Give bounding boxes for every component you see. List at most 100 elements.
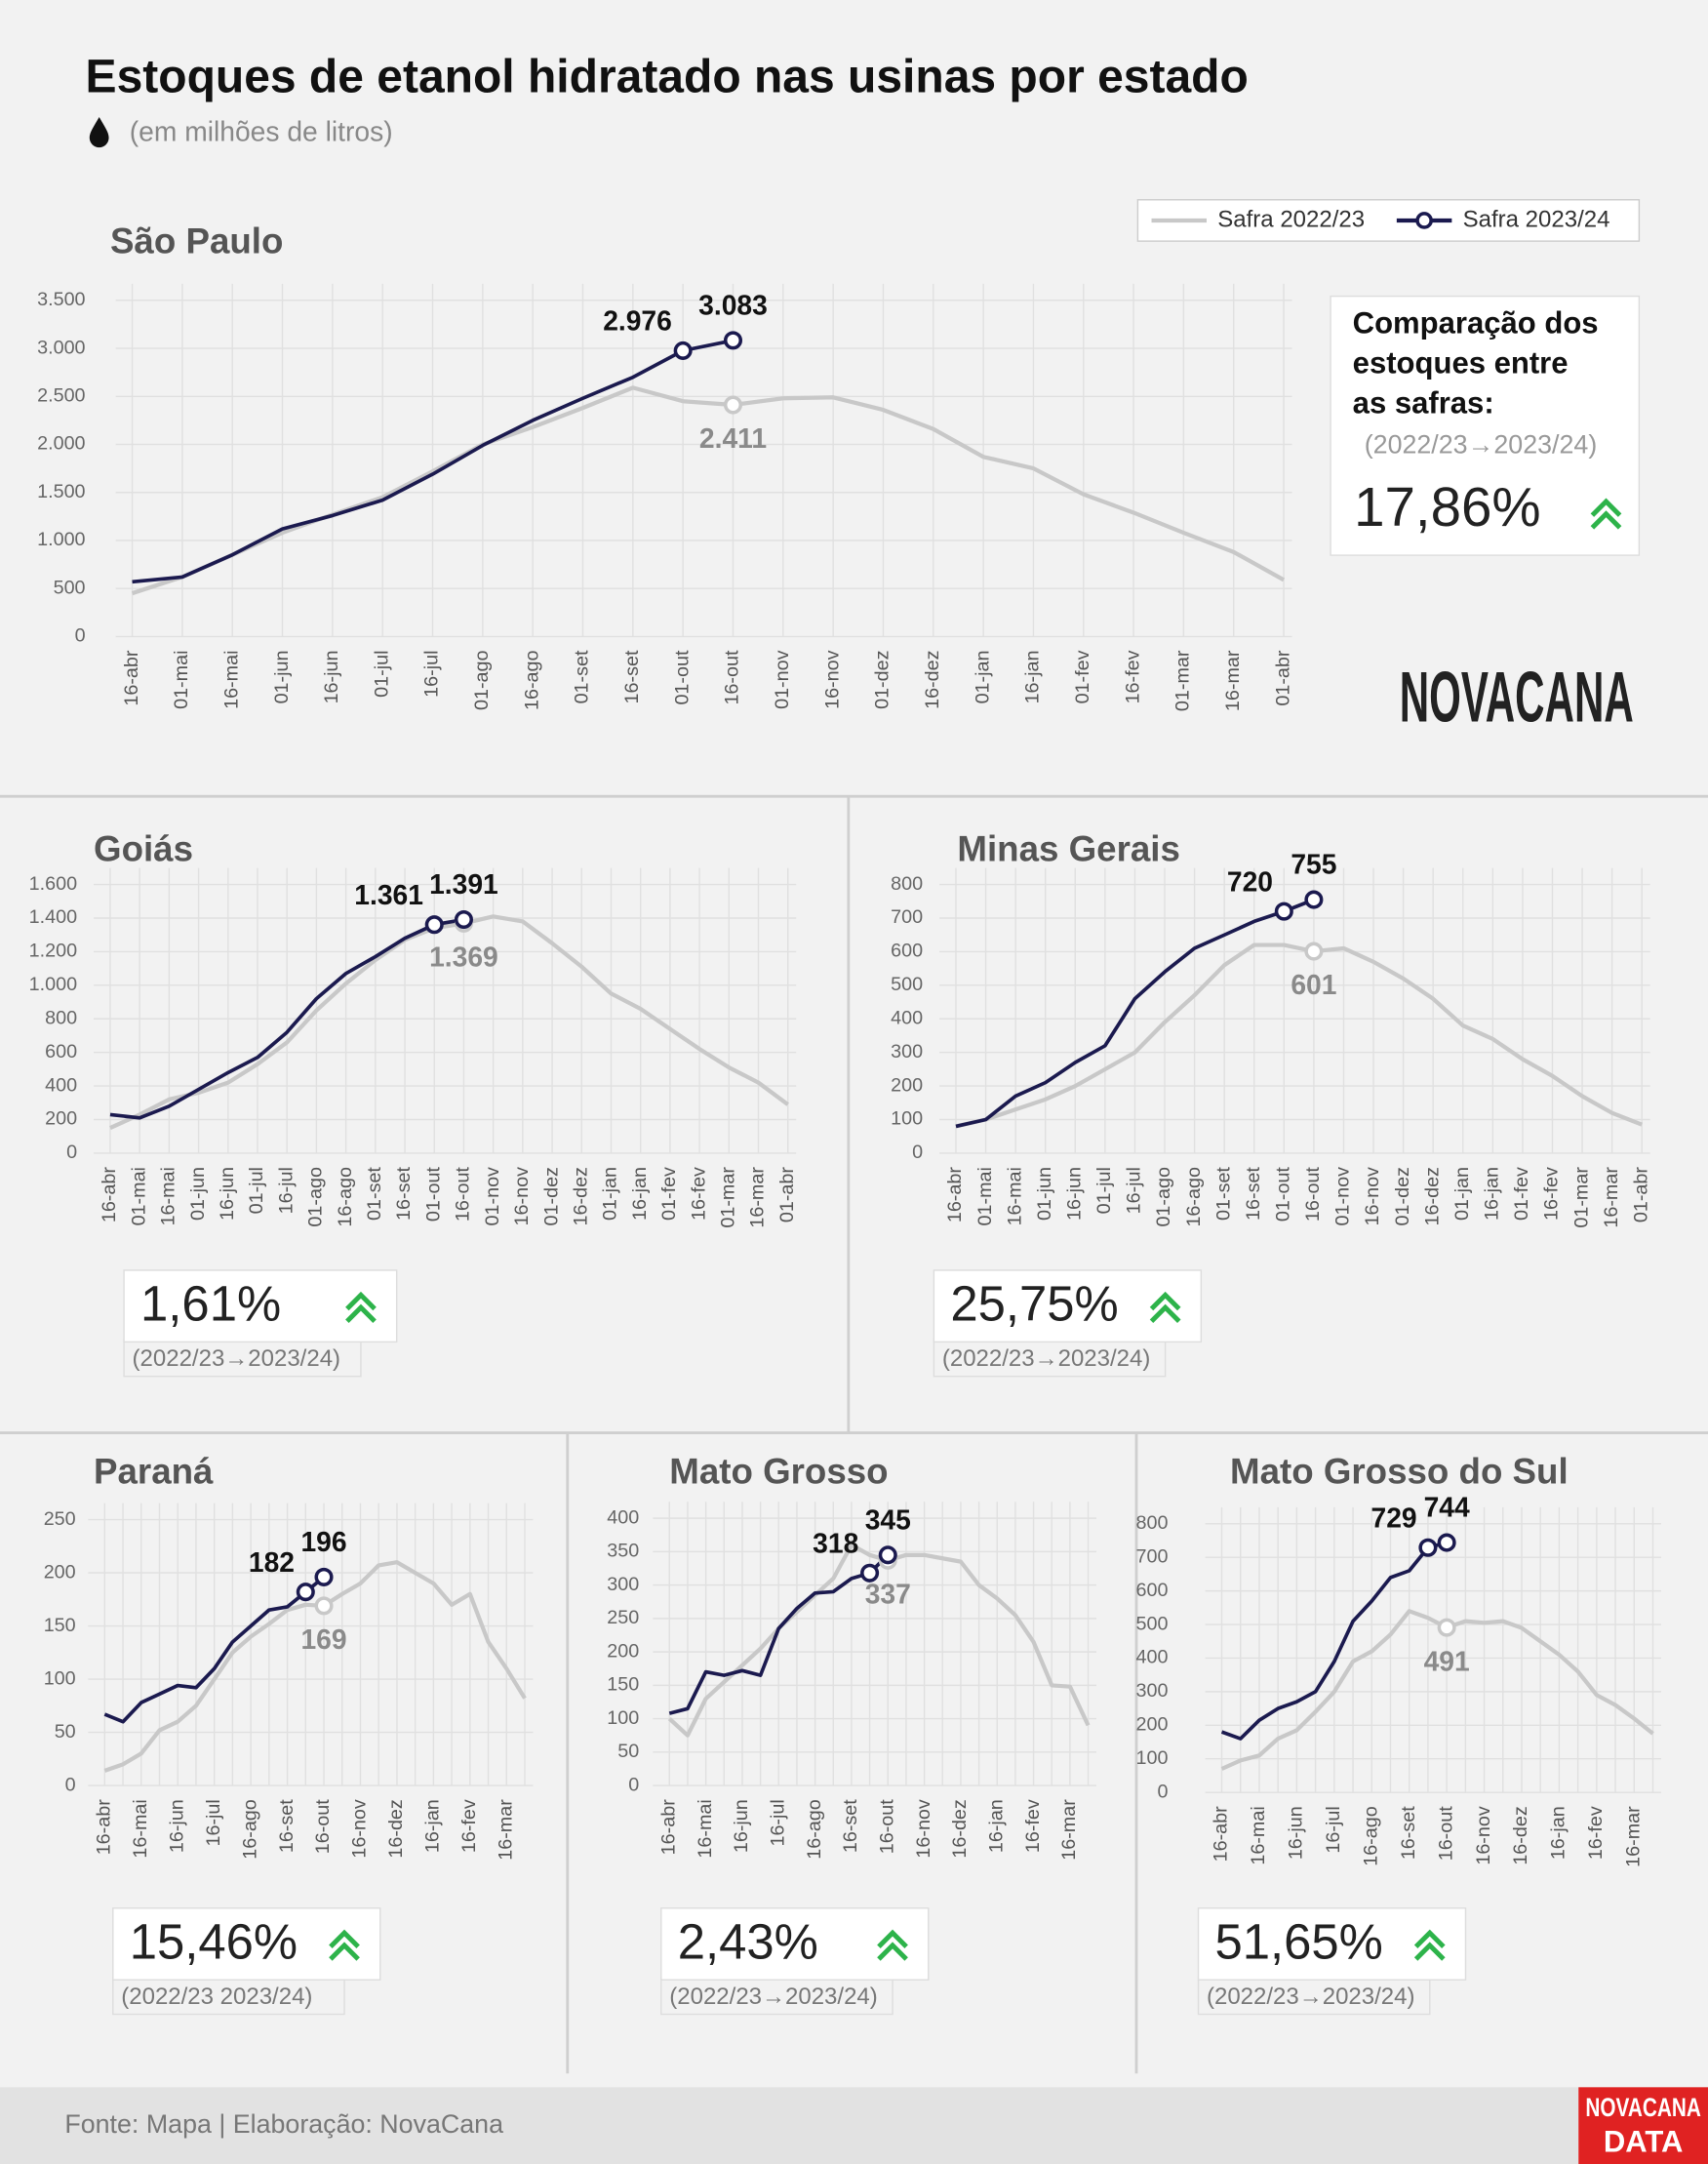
y-tick-label: 50 xyxy=(617,1741,639,1762)
point-marker xyxy=(1304,890,1324,909)
y-tick-label: 250 xyxy=(44,1508,76,1530)
x-tick-label: 16-jan xyxy=(629,1167,651,1221)
data-label: 744 xyxy=(1424,1492,1470,1523)
change: 25,75% xyxy=(950,1276,1118,1332)
y-tick-label: 600 xyxy=(1136,1580,1169,1601)
x-tick-label: 16-mai xyxy=(130,1799,151,1858)
chart-title: São Paulo xyxy=(110,221,283,261)
data-label: 196 xyxy=(300,1526,346,1557)
y-tick-label: 0 xyxy=(65,1774,76,1795)
comparison-box xyxy=(1330,295,1641,556)
x-tick-label: 16-fev xyxy=(1585,1806,1607,1860)
up-arrow xyxy=(345,1303,377,1323)
x-tick-label: 01-out xyxy=(671,650,693,705)
change: 17,86% xyxy=(1354,476,1541,538)
series-line xyxy=(667,1543,1091,1738)
x-tick-label: 16-mar xyxy=(1058,1799,1080,1861)
x-tick-label: 16-jun xyxy=(166,1799,187,1853)
x-tick-label: 16-mai xyxy=(158,1167,179,1225)
x-tick-label: 16-dez xyxy=(922,651,943,709)
x-tick-label: 01-nov xyxy=(772,650,793,709)
chart-title: Mato Grosso do Sul xyxy=(1230,1452,1569,1492)
comparison-title: Comparação dos xyxy=(1353,305,1599,340)
x-tick-label: 01-mar xyxy=(718,1167,739,1228)
x-tick-label: 16-abr xyxy=(121,650,142,706)
x-tick-label: 01-jun xyxy=(187,1167,209,1221)
x-tick-label: 16-nov xyxy=(511,1167,533,1226)
point-marker xyxy=(424,915,444,935)
point-marker xyxy=(314,1567,334,1586)
x-tick-label: 16-abr xyxy=(944,1167,966,1223)
x-tick-label: 16-fev xyxy=(688,1167,709,1221)
y-tick-label: 2.000 xyxy=(37,433,85,455)
data-label: 755 xyxy=(1291,849,1336,880)
x-tick-label: 01-mai xyxy=(974,1167,996,1225)
data-label: 2.411 xyxy=(699,422,767,454)
x-tick-label: 01-dez xyxy=(1392,1167,1413,1225)
y-tick-label: 200 xyxy=(45,1108,77,1130)
x-tick-label: 16-out xyxy=(1302,1167,1324,1222)
x-tick-label: 01-abr xyxy=(1272,650,1293,706)
y-tick-label: 500 xyxy=(891,974,923,995)
period: (2022/23→2023/24) xyxy=(1365,430,1598,460)
x-tick-label: 16-mar xyxy=(1623,1806,1645,1867)
data-label: 318 xyxy=(813,1528,858,1559)
x-tick-label: 01-abr xyxy=(776,1167,798,1223)
series-line xyxy=(103,1576,326,1724)
x-tick-label: 16-mai xyxy=(695,1799,716,1858)
x-tick-label: 16-jan xyxy=(1548,1806,1569,1860)
up-arrow xyxy=(1149,1291,1181,1311)
y-tick-label: 400 xyxy=(891,1007,923,1028)
x-tick-label: 01-jan xyxy=(1451,1167,1473,1221)
y-tick-label: 600 xyxy=(891,941,923,962)
y-tick-label: 0 xyxy=(66,1142,77,1163)
y-tick-label: 3.500 xyxy=(37,289,85,310)
chart-title: Paraná xyxy=(94,1452,214,1492)
x-tick-label: 01-set xyxy=(572,650,593,703)
change: 2,43% xyxy=(678,1913,818,1969)
point-marker xyxy=(878,1545,897,1565)
up-arrow xyxy=(877,1929,908,1949)
y-tick-label: 50 xyxy=(55,1721,76,1743)
period: (2022/23→2023/24) xyxy=(133,1345,341,1372)
y-tick-label: 300 xyxy=(607,1574,639,1595)
series-line xyxy=(955,942,1643,1129)
comparison-title: as safras: xyxy=(1353,385,1494,420)
change: 15,46% xyxy=(130,1913,298,1969)
legend-box xyxy=(1136,199,1641,242)
x-tick-label: 16-out xyxy=(876,1799,897,1855)
legend-label: Safra 2022/23 xyxy=(1217,206,1365,232)
x-tick-label: 16-ago xyxy=(335,1167,356,1227)
x-tick-label: 01-jul xyxy=(246,1167,267,1214)
x-tick-label: 16-jun xyxy=(1286,1806,1307,1860)
x-tick-label: 16-ago xyxy=(521,651,542,711)
x-tick-label: 01-out xyxy=(422,1167,444,1222)
y-tick-label: 1.400 xyxy=(29,906,77,928)
x-tick-label: 16-abr xyxy=(1211,1806,1232,1863)
point-marker xyxy=(723,395,743,415)
x-tick-label: 16-dez xyxy=(1421,1167,1443,1225)
y-tick-label: 0 xyxy=(912,1142,923,1163)
footer-logo-box xyxy=(1578,2087,1708,2164)
period: (2022/23→2023/24) xyxy=(942,1345,1150,1372)
x-tick-label: 16-nov xyxy=(821,650,843,709)
data-label: 601 xyxy=(1291,969,1336,1000)
point-marker xyxy=(1418,1538,1438,1557)
up-arrow xyxy=(329,1929,360,1949)
subtitle: (em milhões de litros) xyxy=(130,115,393,146)
x-tick-label: 16-jan xyxy=(985,1799,1007,1853)
x-tick-label: 01-mai xyxy=(171,651,192,709)
chart-title: Minas Gerais xyxy=(957,828,1179,868)
y-tick-label: 3.000 xyxy=(37,337,85,358)
up-arrow xyxy=(1413,1942,1446,1961)
y-tick-label: 700 xyxy=(891,906,923,928)
x-tick-label: 01-ago xyxy=(471,651,493,711)
data-label: 1.361 xyxy=(354,879,423,910)
y-tick-label: 800 xyxy=(891,873,923,895)
y-tick-label: 2.500 xyxy=(37,385,85,407)
y-tick-label: 100 xyxy=(44,1667,76,1689)
x-tick-label: 16-jan xyxy=(422,1799,444,1853)
x-tick-label: 16-ago xyxy=(1360,1806,1381,1866)
x-tick-label: 16-out xyxy=(722,650,743,705)
up-arrow xyxy=(1149,1303,1181,1323)
